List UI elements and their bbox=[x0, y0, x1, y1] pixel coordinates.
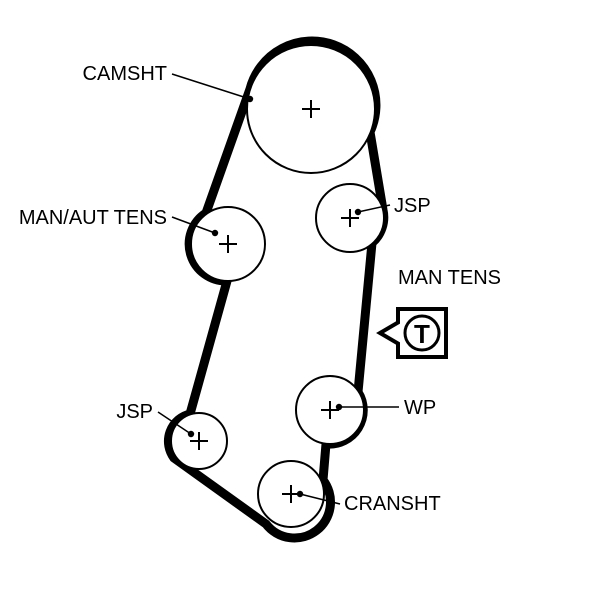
pulley-wp bbox=[296, 376, 364, 444]
pulley-camsht bbox=[247, 45, 375, 173]
label-text-jsp_bot: JSP bbox=[116, 401, 153, 423]
label-man_tens: MAN TENS bbox=[398, 267, 501, 289]
man-tens-glyph: T bbox=[414, 319, 430, 349]
pulley-jsp_top bbox=[316, 184, 384, 252]
label-text-wp: WP bbox=[404, 397, 436, 419]
pulley-tens bbox=[191, 207, 265, 281]
belt-diagram: T CAMSHT MAN/AUT TENS JSP MAN TENS WP JSP CRANS… bbox=[0, 0, 600, 589]
label-text-camsht: CAMSHT bbox=[83, 63, 167, 85]
pulley-cransht bbox=[258, 461, 324, 527]
label-text-cransht: CRANSHT bbox=[344, 493, 441, 515]
label-text-jsp_top: JSP bbox=[394, 195, 431, 217]
man-tens-marker: T bbox=[380, 309, 446, 357]
label-camsht: CAMSHT bbox=[83, 63, 254, 102]
label-text-tens: MAN/AUT TENS bbox=[19, 207, 167, 229]
pulley-jsp_bot bbox=[171, 413, 227, 469]
label-text-man_tens: MAN TENS bbox=[398, 267, 501, 289]
